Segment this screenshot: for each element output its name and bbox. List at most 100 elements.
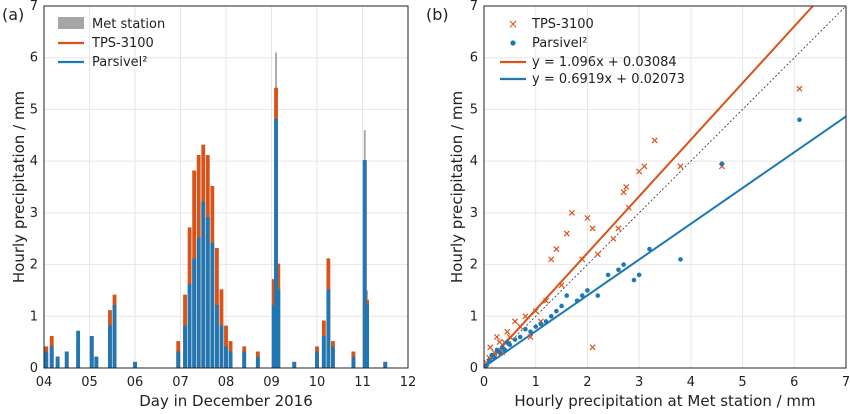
tps-3100-point	[796, 85, 803, 92]
parsivel-point	[523, 326, 528, 332]
parsivel-point	[647, 246, 652, 252]
tps-3100-point	[594, 251, 601, 258]
panel-b-x-tick-label: 0	[480, 375, 488, 390]
panel-b-y-tick-label: 0	[470, 361, 478, 376]
parsivel-point	[484, 363, 489, 368]
panel-b-y-tick-label: 3	[470, 206, 478, 221]
panel-b-x-tick-label: 2	[583, 375, 591, 390]
legend-label-fit-tps: y = 1.096x + 0.03084	[532, 55, 677, 70]
tps-3100-point	[543, 297, 550, 304]
panel-b-label: (b)	[426, 5, 449, 24]
parsivel-point	[616, 267, 621, 273]
tps-3100-point	[623, 183, 630, 191]
panel-b-y-ticks: 0 1 2 3 4 5 6 7	[470, 0, 478, 376]
panel-b-x-tick-label: 5	[738, 375, 746, 390]
tps-3100-point	[496, 339, 503, 346]
parsivel-point	[528, 329, 533, 335]
tps-3100-point	[584, 215, 591, 222]
tps-3100-point	[568, 209, 575, 216]
panel-a-x-tick-label: 05	[81, 375, 98, 390]
panel-b-y-tick-label: 1	[470, 309, 478, 324]
parsivel-point	[631, 277, 637, 283]
parsivel-point	[579, 293, 585, 298]
panel-a-x-tick-label: 11	[354, 375, 371, 390]
tps-3100-point	[677, 163, 684, 170]
parsivel-point	[502, 347, 507, 353]
panel-b-points	[483, 85, 803, 368]
parsivel-point	[554, 308, 559, 314]
step-series-parsivel	[44, 118, 388, 368]
panel-a-y-tick-label: 6	[30, 51, 38, 66]
tps-3100-point	[506, 333, 513, 340]
panel-a-y-tick-label: 1	[30, 309, 38, 324]
panel-b-x-axis-label: Hourly precipitation at Met station / mm	[514, 392, 815, 410]
tps-3100-point	[504, 328, 511, 335]
tps-3100-point	[553, 246, 560, 253]
tps-3100-point	[532, 308, 539, 315]
fit-line-tps-3100	[483, 5, 814, 368]
tps-3100-point	[527, 333, 534, 340]
parsivel-point	[548, 313, 554, 319]
panel-b-legend: × TPS-3100 Parsivel² y = 1.096x + 0.0308…	[500, 17, 685, 87]
panel-a-y-ticks: 0 1 2 3 4 5 6 7	[30, 0, 38, 376]
parsivel-point	[574, 298, 580, 304]
tps-3100-point	[512, 318, 519, 325]
panel-a-x-tick-label: 12	[400, 375, 417, 390]
panel-a-x-tick-label: 09	[263, 375, 280, 390]
panel-a-x-tick-label: 06	[127, 375, 144, 390]
legend-marker-parsivel	[510, 40, 516, 46]
legend-swatch-met-station	[58, 17, 84, 29]
parsivel-point	[719, 161, 725, 167]
parsivel-point	[585, 288, 590, 293]
panel-b-y-tick-label: 4	[470, 154, 478, 169]
parsivel-point	[497, 350, 502, 355]
parsivel-point	[559, 303, 564, 309]
panel-a-x-axis-label: Day in December 2016	[139, 392, 313, 410]
parsivel-point	[517, 334, 523, 340]
tps-3100-point	[625, 204, 632, 211]
legend-label-tps-3100: TPS-3100	[91, 36, 154, 51]
panel-b-x-ticks: 0 1 2 3 4 5 6 7	[480, 375, 850, 390]
panel-b-y-tick-label: 6	[470, 51, 478, 66]
panel-a-y-tick-label: 3	[30, 206, 38, 221]
parsivel-point	[605, 272, 611, 278]
panel-b-y-tick-label: 2	[470, 258, 478, 273]
tps-3100-point	[589, 344, 596, 351]
parsivel-point	[486, 357, 492, 363]
tps-3100-point	[548, 256, 555, 263]
parsivel-point	[512, 337, 518, 342]
tps-3100-point	[563, 230, 570, 237]
tps-3100-point	[487, 344, 494, 351]
parsivel-point	[543, 319, 549, 324]
panel-a-x-tick-label: 07	[172, 375, 189, 390]
panel-a-x-tick-label: 08	[218, 375, 235, 390]
fit-line-parsivel	[483, 115, 847, 368]
parsivel-point	[507, 342, 513, 348]
tps-3100-point	[620, 189, 627, 196]
panel-b-x-tick-label: 3	[635, 375, 643, 390]
panel-a-y-axis-label: Hourly precipitation / mm	[10, 91, 28, 283]
panel-b-x-tick-label: 1	[532, 375, 540, 390]
panel-a-y-tick-label: 7	[30, 0, 38, 14]
one-to-one-line	[483, 5, 847, 369]
panel-a-y-tick-label: 5	[30, 102, 38, 117]
tps-3100-point	[517, 323, 524, 330]
panel-a-x-tick-label: 04	[36, 375, 53, 390]
panel-b-x-tick-label: 6	[790, 375, 798, 390]
parsivel-point	[797, 117, 802, 123]
parsivel-point	[636, 272, 642, 278]
tps-3100-point	[651, 137, 658, 144]
tps-3100-point	[641, 163, 648, 170]
panel-a-y-tick-label: 4	[30, 154, 38, 169]
panel-a-x-tick-label: 10	[309, 375, 326, 390]
panel-a-step-lines	[44, 87, 388, 368]
tps-3100-point	[636, 168, 643, 175]
parsivel-point	[595, 293, 601, 298]
legend-label-parsivel: Parsivel²	[92, 55, 147, 70]
tps-3100-point	[579, 256, 586, 263]
panel-a-y-tick-label: 2	[30, 258, 38, 273]
tps-3100-point	[522, 313, 529, 320]
